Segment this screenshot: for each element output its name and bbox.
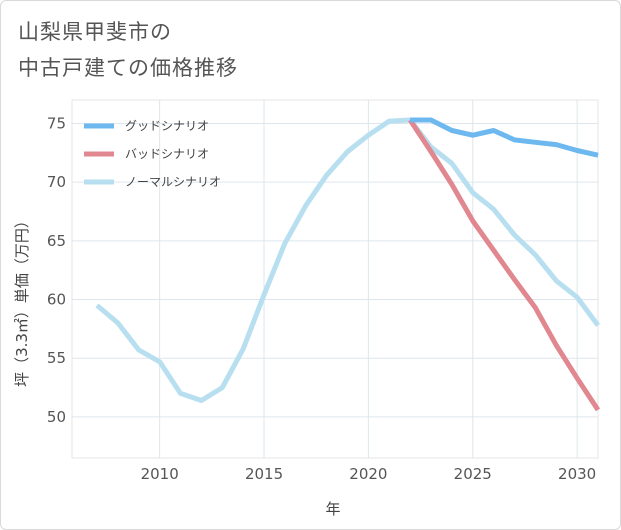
y-tick-label: 65: [47, 232, 66, 250]
x-tick-label: 2025: [454, 465, 492, 483]
x-axis-ticks: 2010 2015 2020 2025 2030: [141, 465, 597, 483]
x-tick-label: 2010: [141, 465, 179, 483]
series-lines: [95, 117, 601, 412]
x-tick-label: 2030: [558, 465, 596, 483]
x-tick-label: 2015: [245, 465, 283, 483]
chart-title: 山梨県甲斐市の 中古戸建ての価格推移: [18, 14, 238, 86]
series-line-3: [95, 117, 601, 403]
y-tick-label: 75: [47, 114, 66, 132]
legend-label: グッドシナリオ: [125, 119, 209, 133]
chart-title-line-1: 山梨県甲斐市の: [18, 20, 172, 44]
chart-title-line-2: 中古戸建ての価格推移: [18, 56, 238, 80]
y-axis-title: 坪（3.3㎡）単価（万円）: [13, 213, 31, 387]
x-tick-label: 2020: [349, 465, 387, 483]
y-tick-label: 50: [47, 408, 66, 426]
series-line-2: [408, 118, 601, 412]
y-tick-label: 55: [47, 349, 66, 367]
legend-label: ノーマルシナリオ: [125, 175, 221, 189]
grid: [72, 100, 598, 458]
y-tick-label: 70: [47, 173, 66, 191]
y-tick-label: 60: [47, 291, 66, 309]
series-line-1: [410, 117, 599, 158]
x-axis-title: 年: [325, 500, 340, 518]
y-axis-ticks: 50 55 60 65 70 75: [47, 114, 66, 425]
legend-label: バッドシナリオ: [125, 147, 209, 161]
